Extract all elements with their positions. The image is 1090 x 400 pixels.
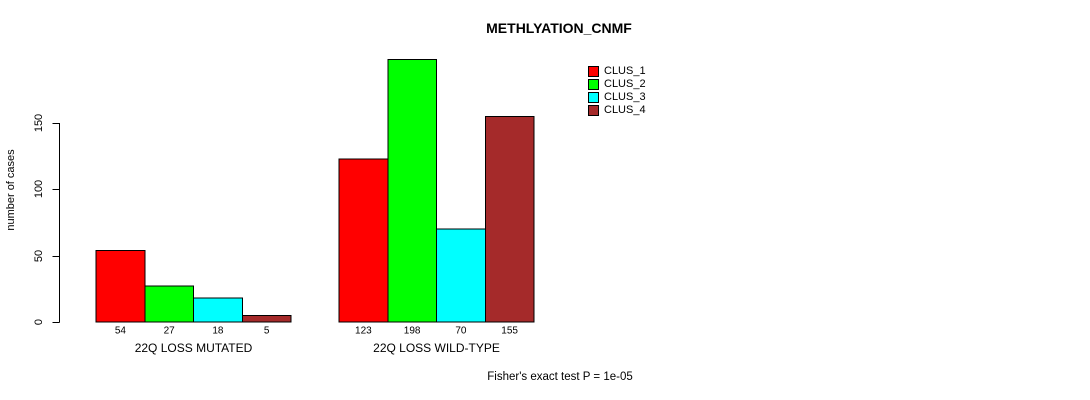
bar-value-label: 54: [114, 325, 126, 337]
chart-title: METHLYATION_CNMF: [486, 20, 632, 36]
x-group-label: 22Q LOSS WILD-TYPE: [373, 341, 500, 355]
bar-clus_2-group2: [387, 58, 437, 323]
legend-label: CLUS_4: [604, 104, 646, 116]
bar-value-label: 27: [163, 325, 175, 337]
annotation-text: Fisher's exact test P = 1e-05: [487, 371, 633, 383]
bar-clus_4-group2: [484, 115, 535, 323]
bar-clus_3-group1: [193, 297, 243, 323]
legend-label: CLUS_3: [604, 91, 646, 103]
legend-label: CLUS_1: [604, 65, 646, 77]
bar-clus_1-group1: [95, 249, 146, 323]
y-axis-label: number of cases: [5, 149, 17, 231]
y-tick-label: 0: [33, 318, 45, 326]
bar-value-label: 18: [212, 325, 224, 337]
bar-value-label: 70: [455, 325, 467, 337]
legend-entry-clus_1: CLUS_1: [588, 65, 646, 78]
bar-clus_3-group2: [436, 228, 486, 323]
legend-entry-clus_2: CLUS_2: [588, 78, 646, 91]
legend-swatch-clus_4: [588, 105, 599, 116]
bar-clus_2-group1: [144, 285, 194, 323]
legend-swatch-clus_1: [588, 66, 599, 77]
legend-label: CLUS_2: [604, 78, 646, 90]
legend: CLUS_1 CLUS_2 CLUS_3 CLUS_4: [588, 65, 646, 117]
legend-entry-clus_3: CLUS_3: [588, 91, 646, 104]
bar-value-label: 5: [263, 325, 270, 337]
bar-value-label: 155: [501, 325, 518, 337]
y-tick-label: 50: [33, 249, 45, 263]
legend-entry-clus_4: CLUS_4: [588, 104, 646, 117]
legend-swatch-clus_3: [588, 92, 599, 103]
bar-clus_4-group1: [241, 314, 292, 323]
bar-value-label: 123: [355, 325, 372, 337]
bar-clus_1-group2: [338, 158, 389, 323]
x-group-label: 22Q LOSS MUTATED: [134, 341, 253, 355]
legend-swatch-clus_2: [588, 79, 599, 90]
bar-value-label: 198: [403, 325, 421, 337]
y-tick-label: 150: [33, 113, 45, 133]
y-tick-label: 100: [33, 179, 45, 199]
